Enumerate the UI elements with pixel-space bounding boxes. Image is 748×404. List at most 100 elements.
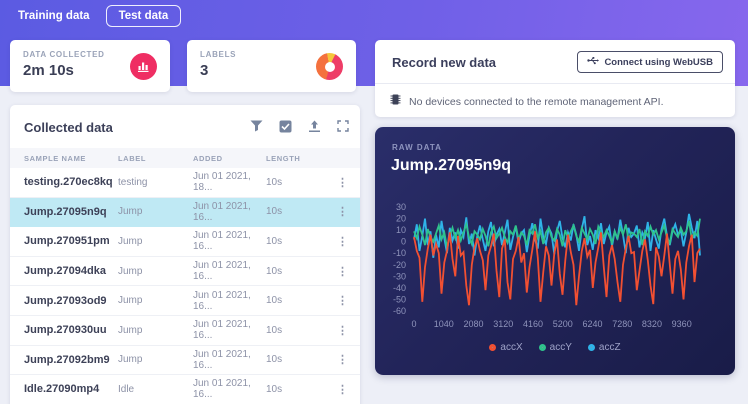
legend-label: accZ <box>598 342 621 353</box>
cell-added: Jun 01 2021, 16... <box>193 260 251 283</box>
record-panel-header: Record new data <box>375 40 735 84</box>
cell-sample-name: Jump.27093od9 <box>24 294 107 307</box>
row-menu-icon[interactable]: ⋮ <box>337 295 348 308</box>
record-panel-title: Record new data <box>392 55 497 70</box>
table-row[interactable]: Jump.270930uu Jump Jun 01 2021, 16... 10s ⋮ <box>10 315 360 346</box>
tab-training-data[interactable]: Training data <box>18 10 90 22</box>
svg-text:5200: 5200 <box>553 319 573 329</box>
labels-value: 3 <box>200 62 209 79</box>
row-menu-icon[interactable]: ⋮ <box>337 235 348 248</box>
collected-data-header: Collected data <box>10 105 360 148</box>
filter-icon[interactable] <box>249 119 263 133</box>
cell-sample-name: Idle.27090mp4 <box>24 383 100 396</box>
cell-label: Jump <box>118 324 143 336</box>
cell-label: testing <box>118 176 148 188</box>
cell-length: 10s <box>266 206 283 218</box>
cell-sample-name: Jump.27094dka <box>24 265 106 278</box>
svg-text:1040: 1040 <box>434 319 454 329</box>
table-row[interactable]: Jump.270951pm Jump Jun 01 2021, 16... 10s ⋮ <box>10 227 360 257</box>
series-line-accY <box>413 218 701 248</box>
cell-label: Jump <box>118 354 143 366</box>
table-row[interactable]: testing.270ec8kq testing Jun 01 2021, 18..… <box>10 168 360 198</box>
data-collected-card: DATA COLLECTED 2m 10s <box>10 40 170 92</box>
cell-sample-name: Jump.27095n9q <box>24 205 107 218</box>
usb-icon <box>587 56 600 68</box>
legend-item-accZ[interactable]: accZ <box>587 342 621 353</box>
table-row[interactable]: Idle.27090mp4 Idle Jun 01 2021, 16... 10s ⋮ <box>10 375 360 404</box>
svg-text:-60: -60 <box>393 306 406 316</box>
legend-item-accY[interactable]: accY <box>538 342 572 353</box>
labels-card: LABELS 3 <box>187 40 356 92</box>
svg-text:-30: -30 <box>393 271 406 281</box>
raw-data-sample-title: Jump.27095n9q <box>391 157 512 174</box>
series-line-accX <box>413 231 701 306</box>
svg-text:2080: 2080 <box>463 319 483 329</box>
cell-added: Jun 01 2021, 16... <box>193 348 251 371</box>
table-header-row: SAMPLE NAME LABEL ADDED LENGTH <box>10 148 360 168</box>
column-added: ADDED <box>193 153 223 163</box>
column-sample-name: SAMPLE NAME <box>24 153 87 163</box>
svg-text:4160: 4160 <box>523 319 543 329</box>
column-label: LABEL <box>118 153 146 163</box>
cell-added: Jun 01 2021, 18... <box>193 171 251 194</box>
expand-icon[interactable] <box>336 119 350 133</box>
cell-sample-name: Jump.270930uu <box>24 324 107 337</box>
connect-webusb-button[interactable]: Connect using WebUSB <box>577 51 723 73</box>
row-menu-icon[interactable]: ⋮ <box>337 324 348 337</box>
chart-legend: accX accY accZ <box>375 342 735 353</box>
cell-added: Jun 01 2021, 16... <box>193 319 251 342</box>
svg-text:3120: 3120 <box>493 319 513 329</box>
cell-length: 10s <box>266 324 283 336</box>
svg-text:20: 20 <box>396 214 406 224</box>
bar-chart-icon <box>130 53 157 80</box>
record-new-data-panel: Record new data <box>375 40 735 117</box>
row-menu-icon[interactable]: ⋮ <box>337 206 348 219</box>
upload-icon[interactable] <box>307 119 321 133</box>
cell-length: 10s <box>266 295 283 307</box>
chip-icon <box>390 93 401 111</box>
cell-added: Jun 01 2021, 16... <box>193 200 251 223</box>
row-menu-icon[interactable]: ⋮ <box>337 354 348 367</box>
svg-text:-20: -20 <box>393 260 406 270</box>
raw-data-overline: RAW DATA <box>392 143 442 152</box>
dataset-tabs: Training data Test data <box>12 5 182 27</box>
legend-ring-icon <box>489 344 497 351</box>
collected-data-card: Collected data SAMPLE NAME LABEL ADDED <box>10 105 360 404</box>
collected-data-title: Collected data <box>24 120 113 135</box>
tab-test-data[interactable]: Test data <box>105 5 182 27</box>
cell-length: 10s <box>266 176 283 188</box>
cell-added: Jun 01 2021, 16... <box>193 230 251 253</box>
data-collected-value: 2m 10s <box>23 62 74 79</box>
legend-label: accX <box>500 342 523 353</box>
cell-length: 10s <box>266 265 283 277</box>
raw-data-panel: RAW DATA Jump.27095n9q 30 20 10 0 -10 -20 -30-… <box>375 127 735 375</box>
cell-length: 10s <box>266 383 283 395</box>
svg-text:7280: 7280 <box>612 319 632 329</box>
row-menu-icon[interactable]: ⋮ <box>337 176 348 189</box>
labels-label: LABELS <box>200 50 237 59</box>
legend-label: accY <box>549 342 572 353</box>
cell-label: Jump <box>118 265 143 277</box>
cell-label: Jump <box>118 295 143 307</box>
table-row[interactable]: Jump.27093od9 Jump Jun 01 2021, 16... 10s ⋮ <box>10 286 360 316</box>
svg-text:-50: -50 <box>393 294 406 304</box>
row-menu-icon[interactable]: ⋮ <box>337 265 348 278</box>
cell-sample-name: Jump.270951pm <box>24 235 110 248</box>
legend-item-accX[interactable]: accX <box>489 342 523 353</box>
collected-data-toolbar <box>249 119 350 133</box>
svg-text:0: 0 <box>401 237 406 247</box>
record-panel-body: No devices connected to the remote manag… <box>375 84 735 120</box>
legend-ring-icon <box>587 344 595 351</box>
select-checkbox-icon[interactable] <box>278 119 292 133</box>
table-row[interactable]: Jump.27094dka Jump Jun 01 2021, 16... 10s ⋮ <box>10 256 360 287</box>
row-menu-icon[interactable]: ⋮ <box>337 383 348 396</box>
svg-text:9360: 9360 <box>672 319 692 329</box>
svg-text:0: 0 <box>411 319 416 329</box>
table-row[interactable]: Jump.27095n9q Jump Jun 01 2021, 16... 10s ⋮ <box>10 197 360 228</box>
svg-text:-10: -10 <box>393 248 406 258</box>
svg-text:6240: 6240 <box>582 319 602 329</box>
svg-text:10: 10 <box>396 225 406 235</box>
table-row[interactable]: Jump.27092bm9 Jump Jun 01 2021, 16... 10s ⋮ <box>10 345 360 376</box>
